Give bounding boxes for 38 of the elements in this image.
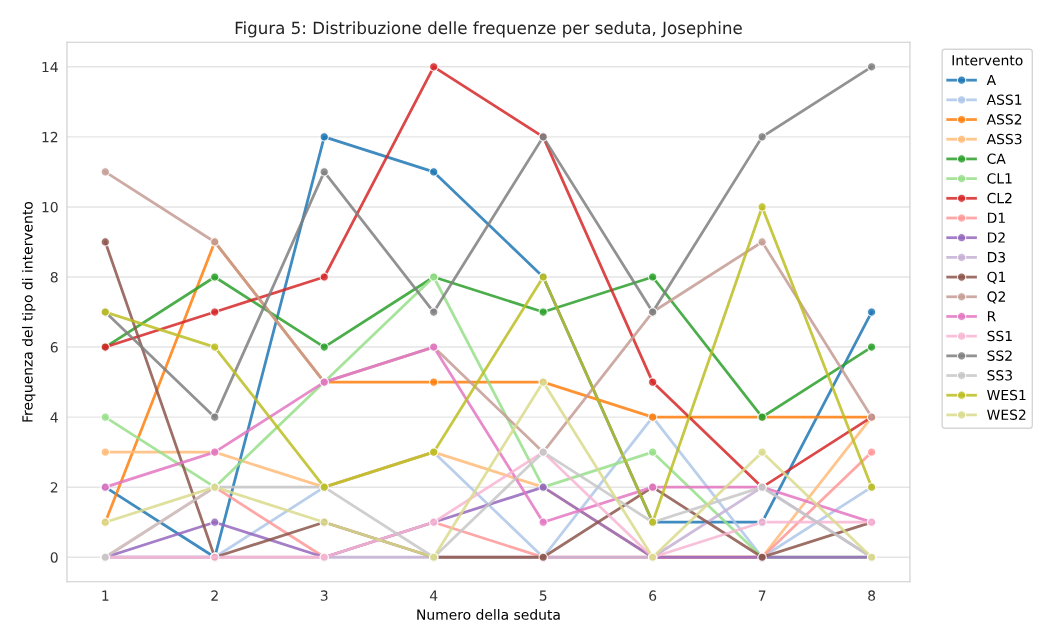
legend-label: D2	[987, 232, 1005, 243]
x-tick-label: 8	[868, 590, 876, 601]
legend-label: D3	[987, 251, 1006, 263]
legend-label: ASS3	[986, 133, 1022, 145]
legend-label: SS3	[987, 370, 1012, 381]
x-tick-label: 1	[102, 590, 109, 601]
y-tick-label: 4	[50, 412, 58, 423]
x-tick-label: 5	[539, 590, 547, 601]
legend-label: ASS2	[986, 114, 1022, 125]
legend-label: R	[987, 311, 996, 322]
x-tick-label: 4	[429, 590, 438, 601]
legend-title: Intervento	[952, 55, 1023, 66]
x-tick-label: 6	[649, 590, 657, 601]
legend-label: WES1	[987, 389, 1026, 401]
legend-label: A	[986, 74, 996, 86]
y-tick-label: 14	[42, 61, 58, 73]
y-tick-label: 0	[50, 552, 58, 563]
legend-label: SS2	[987, 350, 1012, 361]
legend-label: SS1	[987, 330, 1012, 342]
legend-label: Q2	[987, 291, 1005, 304]
legend-label: CL1	[987, 173, 1012, 184]
x-tick-label: 2	[211, 590, 218, 601]
y-tick-label: 12	[42, 131, 58, 143]
y-axis-title: Frequenza del tipo di intervento	[21, 201, 36, 422]
chart-title: Figura 5: Distribuzione delle frequenze per seduta, Josephine	[235, 21, 742, 38]
legend-label: WES2	[987, 409, 1026, 420]
y-tick-label: 2	[50, 482, 58, 493]
legend-label: D1	[987, 212, 1005, 223]
legend-label: CA	[987, 153, 1006, 164]
y-tick-label: 10	[42, 201, 58, 213]
legend-label: ASS1	[986, 94, 1022, 105]
legend-label: Q1	[987, 271, 1006, 284]
x-tick-label: 3	[320, 590, 328, 601]
x-axis-title: Numero della seduta	[417, 609, 560, 620]
x-tick-label: 7	[758, 590, 766, 601]
legend-label: CL2	[987, 192, 1012, 204]
y-tick-label: 8	[50, 271, 58, 283]
y-tick-label: 6	[50, 342, 58, 353]
